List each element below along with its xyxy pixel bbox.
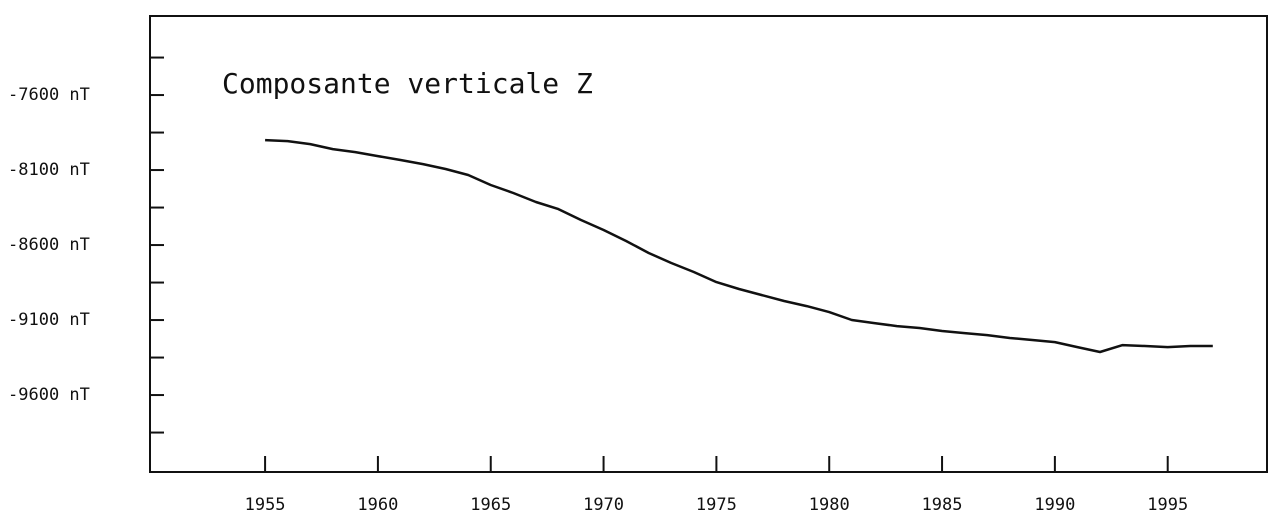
x-tick-label: 1985: [922, 495, 963, 515]
x-tick-label: 1960: [357, 495, 398, 515]
y-tick-label: -7600 nT: [8, 85, 90, 105]
y-tick-label: -8100 nT: [8, 160, 90, 180]
x-tick-label: 1965: [470, 495, 511, 515]
data-line: [265, 138, 1213, 354]
x-tick-label: 1970: [583, 495, 624, 515]
y-tick-label: -9100 nT: [8, 310, 90, 330]
annotation: Composante verticale Z: [222, 67, 593, 100]
x-tick-label: 1955: [245, 495, 286, 515]
x-tick-label: 1980: [809, 495, 850, 515]
x-tick-label: 1995: [1147, 495, 1188, 515]
x-tick-label: 1990: [1034, 495, 1075, 515]
x-tick-label: 1975: [696, 495, 737, 515]
y-tick-label: -8600 nT: [8, 235, 90, 255]
plot-frame: [149, 15, 1268, 473]
y-tick-label: -9600 nT: [8, 385, 90, 405]
